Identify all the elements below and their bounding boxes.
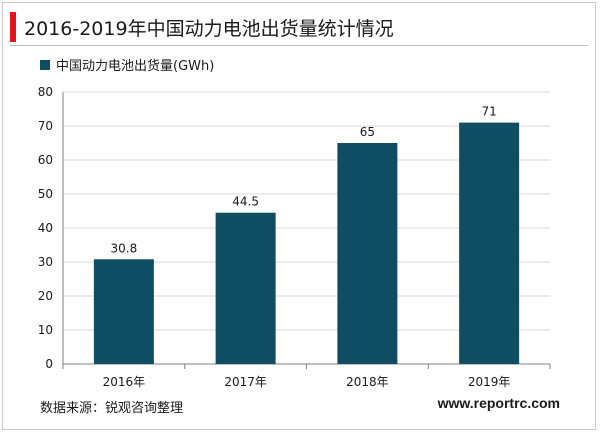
title-divider (10, 45, 588, 46)
data-label: 30.8 (111, 241, 138, 255)
data-label: 71 (481, 105, 496, 119)
legend-label: 中国动力电池出货量(GWh) (56, 59, 215, 74)
page-title: 2016-2019年中国动力电池出货量统计情况 (24, 18, 394, 40)
y-tick-label: 30 (38, 255, 53, 269)
bar-1 (215, 212, 276, 364)
y-tick-label: 70 (38, 119, 53, 133)
y-tick-label: 10 (38, 323, 53, 337)
y-tick-label: 80 (38, 85, 53, 99)
y-tick-label: 40 (38, 221, 53, 235)
bar-2 (337, 143, 398, 364)
x-tick-label: 2018年 (346, 375, 389, 389)
bar-0 (93, 259, 154, 364)
data-source: 数据来源：锐观咨询整理 (40, 401, 184, 416)
data-label: 44.5 (232, 195, 259, 209)
title-accent-bar (10, 12, 16, 42)
chart-legend: 中国动力电池出货量(GWh) (40, 55, 214, 74)
website-url: www.reportrc.com (437, 395, 560, 411)
x-tick-label: 2016年 (103, 375, 146, 389)
bar-3 (459, 122, 520, 364)
y-tick-label: 50 (38, 187, 53, 201)
data-label: 65 (360, 125, 375, 139)
y-tick-label: 60 (38, 153, 53, 167)
x-tick-label: 2019年 (468, 375, 511, 389)
y-tick-label: 0 (45, 357, 53, 371)
legend-swatch (40, 59, 50, 70)
y-tick-label: 20 (38, 289, 53, 303)
x-tick-label: 2017年 (224, 375, 267, 389)
